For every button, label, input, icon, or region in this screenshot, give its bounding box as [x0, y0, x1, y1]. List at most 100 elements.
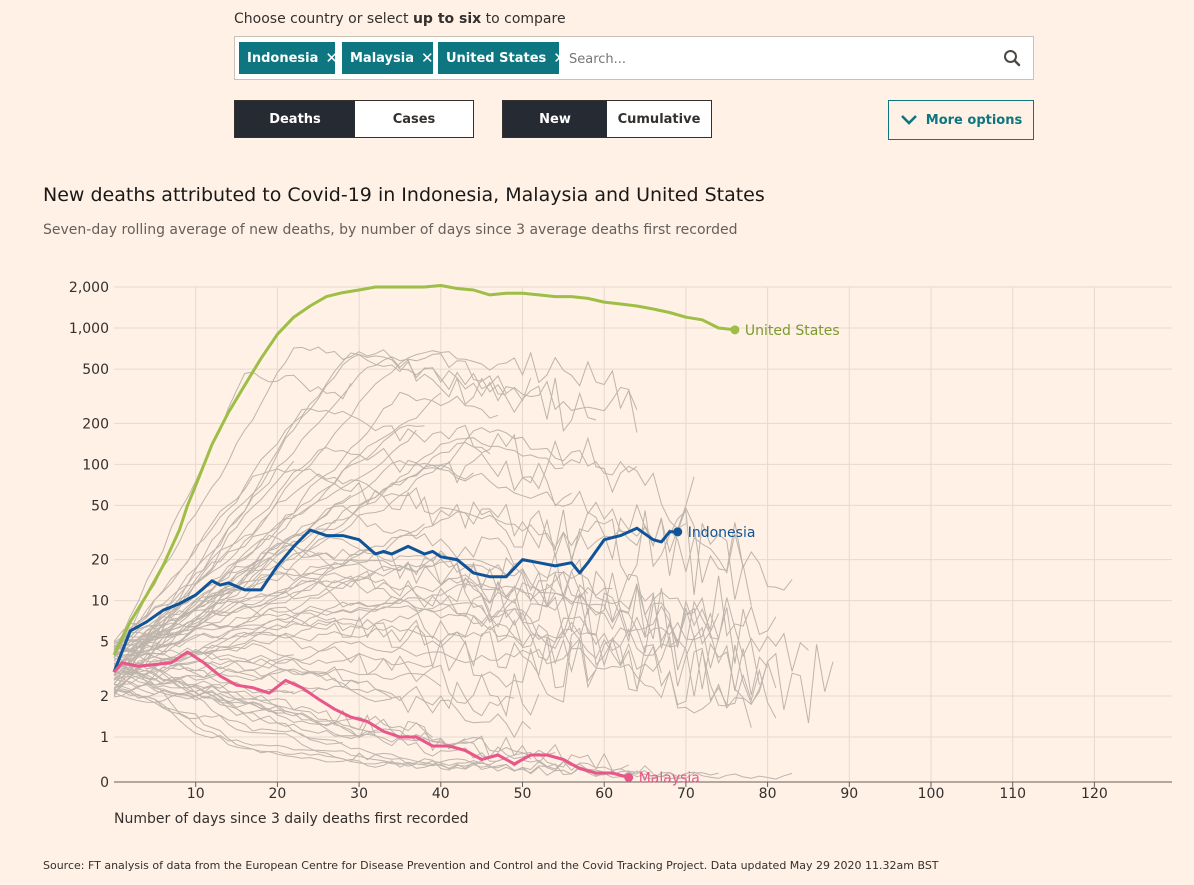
background-country-line [113, 677, 327, 697]
y-tick-label: 5 [100, 635, 109, 651]
x-tick-label: 70 [677, 786, 695, 802]
y-tick-label: 2,000 [69, 280, 109, 296]
more-options-label: More options [925, 112, 1023, 128]
y-tick-label: 500 [82, 362, 109, 378]
background-country-line [113, 657, 532, 760]
compare-prompt: Choose country or select up to six to co… [234, 11, 566, 27]
background-country-line [113, 690, 286, 714]
background-country-line [113, 605, 523, 668]
background-country-line [113, 631, 540, 718]
background-country-line [113, 371, 352, 650]
background-country-line [113, 558, 760, 685]
series-line-malaysia [112, 650, 630, 779]
background-country-line [113, 408, 695, 691]
background-country-line [113, 437, 564, 654]
background-country-line [113, 557, 589, 664]
background-country-line [113, 625, 777, 719]
x-tick-label: 10 [187, 786, 205, 802]
chart-title: New deaths attributed to Covid-19 in Ind… [43, 184, 765, 206]
chevron-down-icon [900, 115, 917, 125]
x-tick-label: 110 [999, 786, 1026, 802]
background-country-line [113, 664, 343, 745]
background-country-line [113, 468, 752, 652]
toggle-cumulative[interactable]: Cumulative [607, 101, 711, 137]
background-country-line [113, 427, 638, 689]
series-end-marker-malaysia [624, 773, 634, 782]
background-country-line [113, 424, 425, 694]
chip-malaysia[interactable]: Malaysia ✕ [342, 42, 434, 74]
search-input[interactable] [567, 47, 991, 71]
background-country-line [113, 460, 295, 695]
toggle-cases[interactable]: Cases [355, 101, 473, 137]
y-tick-label: 1 [100, 730, 109, 746]
background-country-line [113, 544, 556, 655]
series-label-indonesia: Indonesia [688, 525, 756, 541]
background-country-line [113, 644, 392, 703]
x-tick-label: 120 [1081, 786, 1108, 802]
chip-label: Malaysia [350, 50, 414, 66]
series-label-united-states: United States [745, 323, 840, 339]
x-axis-label: Number of days since 3 daily deaths firs… [114, 811, 469, 827]
background-country-line [113, 653, 433, 676]
y-tick-label: 50 [91, 498, 109, 514]
country-search-box[interactable]: Indonesia ✕ Malaysia ✕ United States ✕ [234, 36, 1034, 80]
background-country-line [113, 536, 679, 645]
background-country-line [113, 464, 687, 661]
background-country-line [113, 587, 597, 689]
y-tick-label: 0 [100, 775, 109, 791]
x-tick-label: 80 [759, 786, 777, 802]
x-tick-label: 50 [514, 786, 532, 802]
background-country-line [113, 353, 532, 685]
background-country-line [113, 684, 719, 780]
x-tick-label: 100 [918, 786, 945, 802]
background-country-line [113, 662, 629, 772]
series-label-malaysia: Malaysia [639, 771, 700, 787]
background-country-line [113, 653, 433, 738]
series-end-marker-united-states [730, 325, 740, 335]
chip-united-states[interactable]: United States ✕ [438, 42, 566, 74]
background-country-line [113, 353, 507, 677]
background-country-line [113, 447, 572, 671]
x-tick-label: 40 [432, 786, 450, 802]
y-tick-label: 1,000 [69, 321, 109, 337]
x-tick-label: 60 [595, 786, 613, 802]
toggle-deaths[interactable]: Deaths [235, 101, 355, 137]
remove-chip-icon[interactable]: ✕ [420, 49, 434, 67]
toggle-new[interactable]: New [503, 101, 607, 137]
background-country-line [113, 669, 532, 739]
x-tick-label: 20 [268, 786, 286, 802]
chip-indonesia[interactable]: Indonesia ✕ [239, 42, 338, 74]
mode-toggle: New Cumulative [502, 100, 712, 138]
y-tick-label: 200 [82, 416, 109, 432]
background-country-line [113, 654, 687, 780]
background-country-line [113, 575, 393, 698]
background-country-line [113, 441, 491, 665]
background-country-line [113, 352, 638, 648]
background-country-line [113, 604, 777, 706]
y-tick-label: 20 [91, 553, 109, 569]
background-country-line [113, 654, 294, 694]
y-tick-label: 100 [82, 457, 109, 473]
source-note: Source: FT analysis of data from the Eur… [43, 859, 939, 872]
background-country-line [113, 511, 793, 645]
more-options-button[interactable]: More options [888, 100, 1034, 140]
background-country-line [113, 646, 515, 717]
background-country-line [113, 674, 556, 757]
x-tick-label: 90 [840, 786, 858, 802]
background-country-line [114, 690, 793, 780]
remove-chip-icon[interactable]: ✕ [325, 49, 338, 67]
background-country-line [113, 659, 564, 764]
metric-toggle: Deaths Cases [234, 100, 474, 138]
series-line-indonesia [112, 526, 678, 673]
chip-label: Indonesia [247, 50, 319, 66]
background-country-line [113, 505, 515, 676]
remove-chip-icon[interactable]: ✕ [553, 49, 566, 67]
background-country-line [113, 534, 777, 658]
chip-label: United States [446, 50, 547, 66]
background-country-line [113, 574, 720, 649]
search-icon[interactable] [1003, 49, 1021, 67]
background-country-line [113, 563, 376, 657]
chart-subtitle: Seven-day rolling average of new deaths,… [43, 222, 738, 238]
series-line-united-states [112, 284, 736, 656]
